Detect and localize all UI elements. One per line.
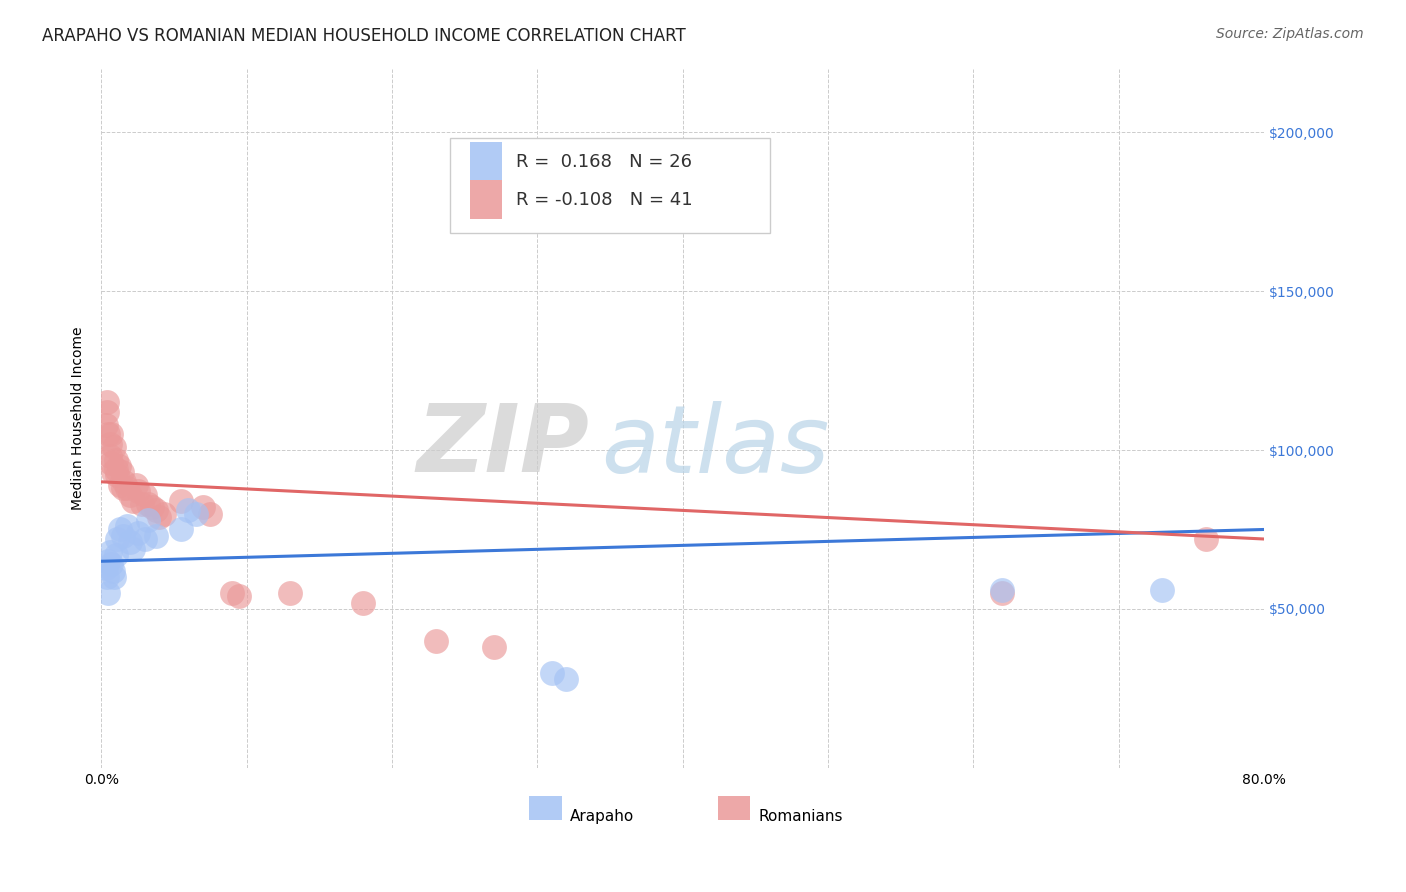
Text: atlas: atlas [602,401,830,491]
Text: Arapaho: Arapaho [569,809,634,824]
Point [200,507,222,521]
Point [152,507,174,521]
Point [221,586,243,600]
Point [101,465,124,479]
Point [107,458,129,473]
Point [136,513,159,527]
Bar [529,796,561,821]
Point [117,519,139,533]
Point [96,405,118,419]
Point [148,509,170,524]
Point [97,427,120,442]
Bar [470,180,502,219]
Point [136,497,159,511]
Point [100,456,122,470]
Point [184,507,207,521]
Point [100,427,122,442]
Point [111,529,134,543]
Text: R = -0.108   N = 41: R = -0.108 N = 41 [516,191,693,209]
Point [425,633,447,648]
Point [105,468,128,483]
Point [104,462,127,476]
Point [117,481,139,495]
Text: ZIP: ZIP [416,401,589,492]
Point [177,503,200,517]
FancyBboxPatch shape [450,138,770,233]
Text: R =  0.168   N = 26: R = 0.168 N = 26 [516,153,692,170]
Point [127,484,149,499]
Point [131,497,153,511]
Point [110,465,132,479]
Point [228,589,250,603]
Point [103,440,125,454]
Point [134,532,156,546]
Point [482,640,505,654]
Point [98,436,121,450]
Point [94,560,117,574]
Point [555,672,578,686]
Point [120,535,142,549]
Point [98,450,121,464]
Point [145,529,167,543]
Point [991,586,1014,600]
Point [94,417,117,432]
Point [96,395,118,409]
Point [96,570,118,584]
Point [191,500,214,515]
Point [540,665,562,680]
Point [97,554,120,568]
Point [125,478,148,492]
Bar [470,142,502,180]
Point [122,494,145,508]
Text: ARAPAHO VS ROMANIAN MEDIAN HOUSEHOLD INCOME CORRELATION CHART: ARAPAHO VS ROMANIAN MEDIAN HOUSEHOLD INC… [42,27,686,45]
Point [108,523,131,537]
Point [120,487,142,501]
Point [97,586,120,600]
Point [103,570,125,584]
Point [114,475,136,489]
Point [991,582,1014,597]
Text: Source: ZipAtlas.com: Source: ZipAtlas.com [1216,27,1364,41]
Point [100,558,122,572]
Point [98,545,121,559]
Point [104,548,127,562]
Point [352,596,374,610]
Point [122,541,145,556]
Point [104,452,127,467]
Text: Romanians: Romanians [758,809,842,824]
Point [108,478,131,492]
Y-axis label: Median Household Income: Median Household Income [72,326,86,510]
Point [170,494,193,508]
Point [145,503,167,517]
Point [127,525,149,540]
Bar [717,796,749,821]
Point [1152,582,1174,597]
Point [134,487,156,501]
Point [278,586,301,600]
Point [101,564,124,578]
Point [105,532,128,546]
Point [1195,532,1218,546]
Point [111,481,134,495]
Point [141,500,163,515]
Point [170,523,193,537]
